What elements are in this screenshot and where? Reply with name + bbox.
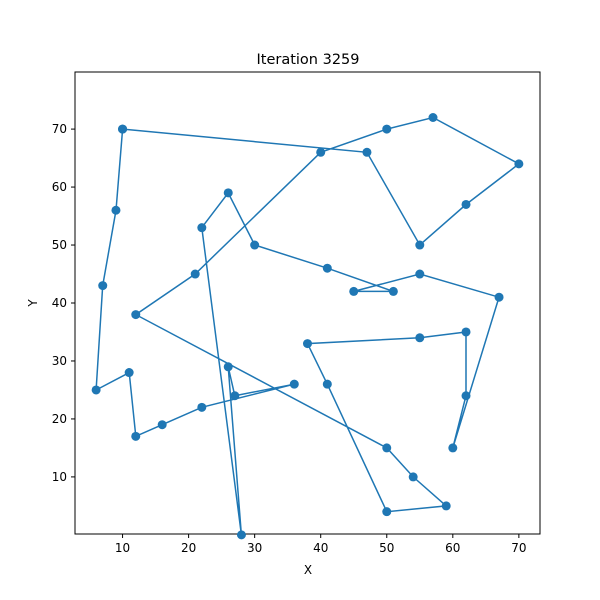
city-point	[131, 310, 141, 320]
x-tick-label: 10	[115, 541, 130, 555]
city-point	[223, 188, 233, 198]
city-point	[322, 379, 332, 389]
y-tick-label: 50	[52, 238, 67, 252]
city-point	[415, 240, 425, 250]
city-point	[157, 420, 167, 430]
city-point	[408, 472, 418, 482]
city-point	[91, 385, 101, 395]
x-tick-label: 20	[181, 541, 196, 555]
city-point	[197, 223, 207, 233]
y-axis-ticks: 10 20 30 40 50 60 70	[52, 122, 75, 484]
city-point	[230, 391, 240, 401]
y-tick-label: 10	[52, 470, 67, 484]
city-point	[124, 368, 134, 378]
city-point	[322, 263, 332, 273]
city-point	[303, 339, 312, 349]
city-point	[494, 292, 504, 302]
city-point	[223, 362, 233, 372]
city-point	[514, 159, 524, 169]
city-point	[382, 124, 392, 134]
chart-title: Iteration 3259	[256, 52, 359, 68]
city-point	[289, 379, 299, 389]
city-point	[441, 501, 451, 511]
city-point	[382, 507, 392, 517]
city-point	[349, 286, 359, 296]
y-tick-label: 20	[52, 412, 67, 426]
city-point	[461, 199, 471, 209]
city-point	[362, 147, 372, 157]
city-point	[236, 530, 246, 540]
city-point	[111, 205, 121, 215]
y-tick-label: 70	[52, 122, 67, 136]
city-point	[388, 286, 398, 296]
city-point	[461, 327, 471, 337]
x-tick-label: 40	[313, 541, 328, 555]
route-line	[95, 116, 521, 535]
x-axis-label: X	[304, 563, 312, 577]
city-point	[316, 147, 326, 157]
city-point	[461, 391, 471, 401]
route-series	[91, 113, 524, 540]
x-tick-label: 70	[511, 541, 526, 555]
city-point	[250, 240, 260, 250]
x-tick-label: 60	[445, 541, 460, 555]
city-point	[118, 124, 128, 134]
x-axis-ticks: 10 20 30 40 50 60 70	[115, 534, 527, 555]
city-point	[131, 431, 141, 441]
x-tick-label: 50	[379, 541, 394, 555]
y-tick-label: 30	[52, 354, 67, 368]
city-point	[382, 443, 392, 453]
city-point	[98, 281, 108, 291]
y-tick-label: 40	[52, 296, 67, 310]
y-axis-label: Y	[26, 299, 40, 308]
city-point	[415, 333, 425, 343]
plot-area-frame	[74, 71, 541, 535]
city-point	[448, 443, 458, 453]
x-tick-label: 30	[247, 541, 262, 555]
city-point	[197, 402, 207, 412]
city-point	[415, 269, 425, 279]
city-point	[190, 269, 200, 279]
city-point	[428, 113, 438, 123]
y-tick-label: 60	[52, 180, 67, 194]
